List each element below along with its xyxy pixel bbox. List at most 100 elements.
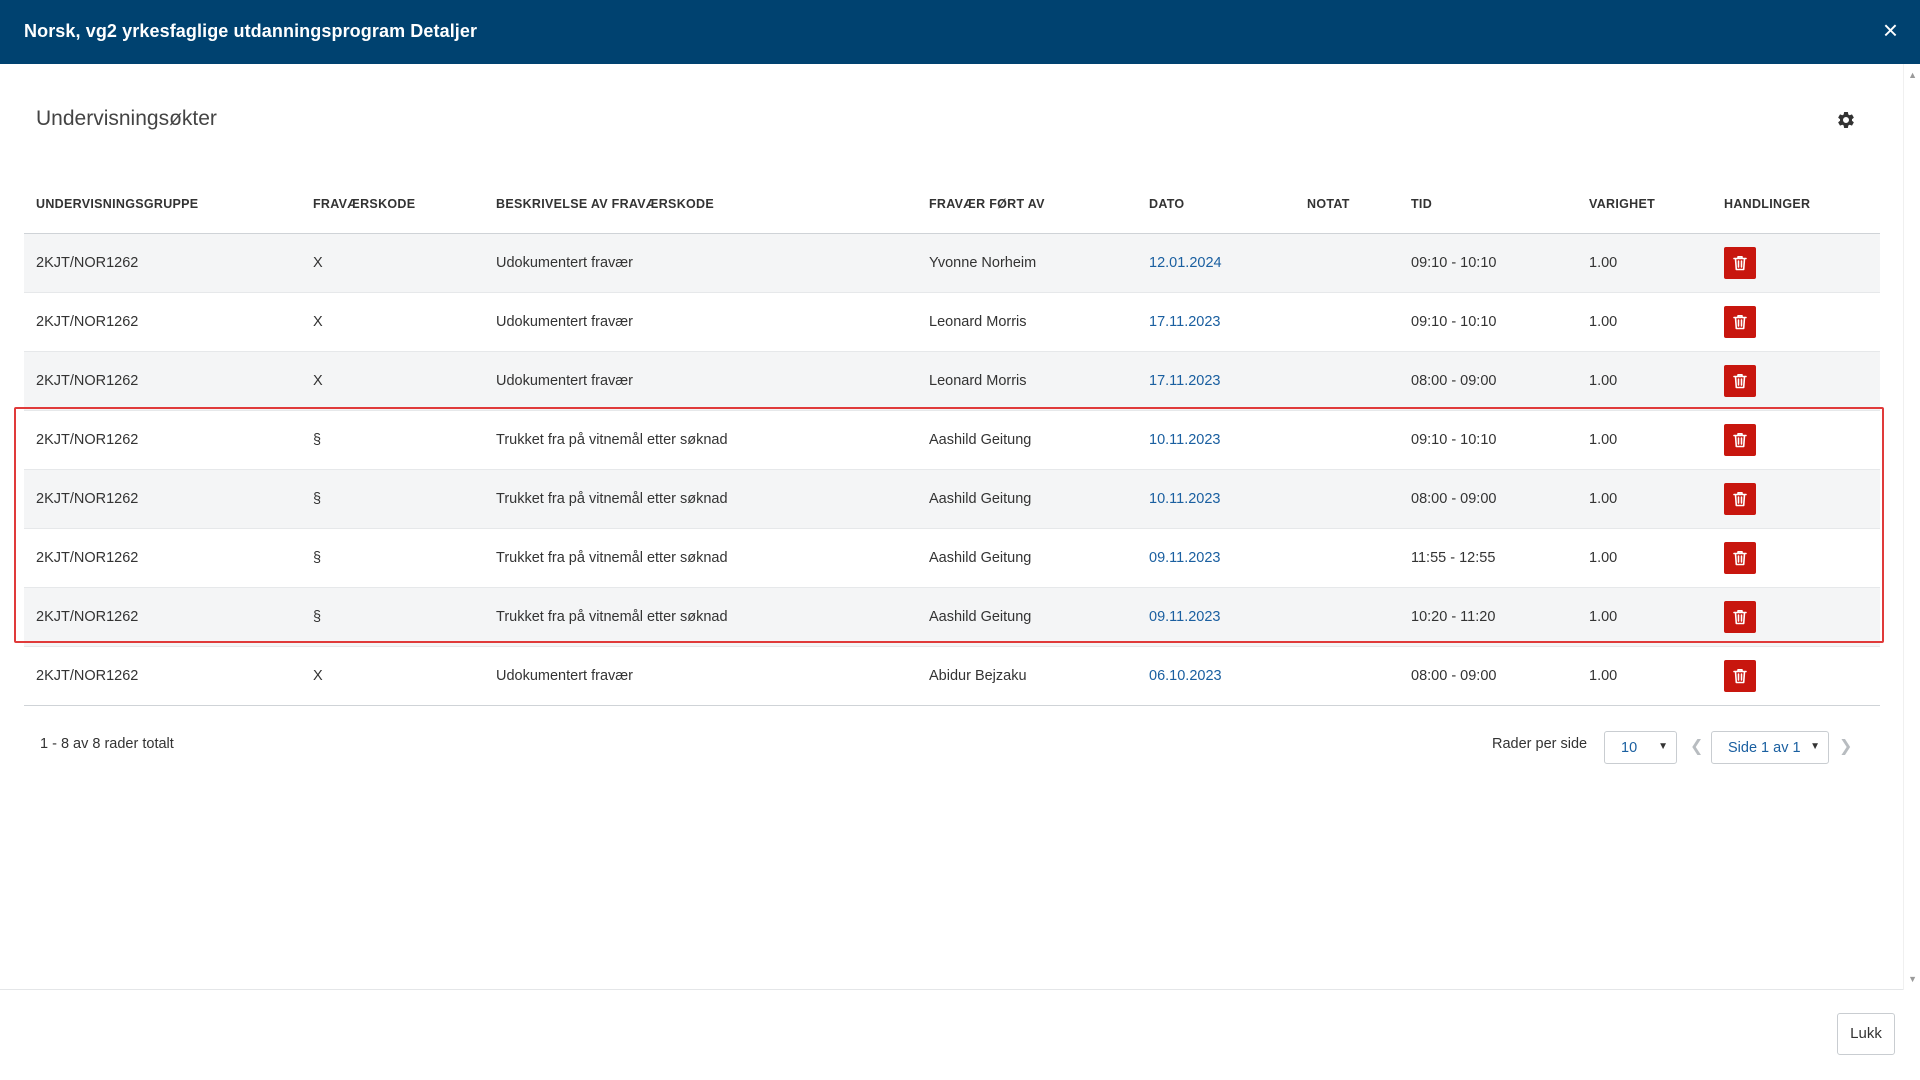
section-title: Undervisningsøkter	[36, 107, 217, 130]
cell-registered-by: Leonard Morris	[929, 373, 1027, 389]
cell-group: 2KJT/NOR1262	[36, 609, 139, 625]
cell-group: 2KJT/NOR1262	[36, 373, 139, 389]
gear-icon[interactable]	[1836, 110, 1856, 130]
cell-duration: 1.00	[1589, 550, 1618, 566]
sessions-table: UNDERVISNINGSGRUPPE FRAVÆRSKODE BESKRIVE…	[24, 174, 1880, 706]
table-row: 2KJT/NOR1262 X Udokumentert fravær Yvonne N…	[24, 234, 1880, 293]
cell-code: X	[313, 373, 323, 389]
delete-button[interactable]	[1724, 660, 1756, 692]
table-row: 2KJT/NOR1262 § Trukket fra på vitnemål ett…	[24, 529, 1880, 588]
cell-time: 08:00 - 09:00	[1411, 491, 1497, 507]
trash-icon	[1733, 315, 1747, 330]
trash-icon	[1733, 669, 1747, 684]
cell-duration: 1.00	[1589, 373, 1618, 389]
cell-date[interactable]: 09.11.2023	[1149, 609, 1221, 625]
cell-time: 09:10 - 10:10	[1411, 314, 1497, 330]
cell-duration: 1.00	[1589, 491, 1618, 507]
cell-group: 2KJT/NOR1262	[36, 432, 139, 448]
cell-group: 2KJT/NOR1262	[36, 491, 139, 507]
table-row: 2KJT/NOR1262 § Trukket fra på vitnemål ett…	[24, 588, 1880, 647]
cell-group: 2KJT/NOR1262	[36, 255, 139, 271]
cell-registered-by: Abidur Bejzaku	[929, 668, 1027, 684]
cell-description: Udokumentert fravær	[496, 314, 633, 330]
cell-time: 11:55 - 12:55	[1411, 550, 1496, 566]
delete-button[interactable]	[1724, 306, 1756, 338]
column-header-registered-by[interactable]: FRAVÆR FØRT AV	[929, 197, 1045, 211]
cell-description: Udokumentert fravær	[496, 668, 633, 684]
cell-registered-by: Aashild Geitung	[929, 550, 1032, 566]
cell-group: 2KJT/NOR1262	[36, 668, 139, 684]
cell-date[interactable]: 17.11.2023	[1149, 373, 1221, 389]
trash-icon	[1733, 610, 1747, 625]
page-select[interactable]: Side 1 av 1 ▼	[1711, 731, 1829, 764]
chevron-down-icon: ▼	[1658, 741, 1668, 752]
close-icon[interactable]: ×	[1882, 15, 1898, 45]
chevron-right-icon[interactable]: ❯	[1839, 738, 1853, 755]
rows-per-page-label: Rader per side	[1492, 736, 1588, 752]
column-header-code[interactable]: FRAVÆRSKODE	[313, 197, 416, 211]
cell-time: 09:10 - 10:10	[1411, 255, 1497, 271]
cell-date[interactable]: 12.01.2024	[1149, 255, 1222, 271]
cell-date[interactable]: 06.10.2023	[1149, 668, 1222, 684]
cell-description: Trukket fra på vitnemål etter søknad	[496, 491, 728, 507]
delete-button[interactable]	[1724, 542, 1756, 574]
cell-registered-by: Yvonne Norheim	[929, 255, 1037, 271]
page-value: Side 1 av 1	[1728, 740, 1801, 756]
cell-date[interactable]: 09.11.2023	[1149, 550, 1221, 566]
cell-time: 08:00 - 09:00	[1411, 668, 1497, 684]
column-header-duration[interactable]: VARIGHET	[1589, 197, 1656, 211]
row-count-summary: 1 - 8 av 8 rader totalt	[40, 736, 174, 752]
delete-button[interactable]	[1724, 483, 1756, 515]
cell-date[interactable]: 10.11.2023	[1149, 491, 1221, 507]
cell-registered-by: Aashild Geitung	[929, 609, 1032, 625]
chevron-left-icon[interactable]: ❮	[1690, 738, 1704, 755]
rows-per-page-value: 10	[1621, 740, 1638, 756]
cell-time: 09:10 - 10:10	[1411, 432, 1497, 448]
table-row: 2KJT/NOR1262 X Udokumentert fravær Leonard …	[24, 352, 1880, 411]
cell-description: Udokumentert fravær	[496, 255, 633, 271]
column-header-description[interactable]: BESKRIVELSE AV FRAVÆRSKODE	[496, 197, 715, 211]
scroll-up-icon[interactable]: ▲	[1908, 70, 1917, 80]
column-header-date[interactable]: DATO	[1149, 197, 1185, 211]
trash-icon	[1733, 256, 1747, 271]
trash-icon	[1733, 551, 1747, 566]
table-row: 2KJT/NOR1262 X Udokumentert fravær Abidur B…	[24, 647, 1880, 706]
table-header: UNDERVISNINGSGRUPPE FRAVÆRSKODE BESKRIVE…	[24, 174, 1880, 234]
cell-duration: 1.00	[1589, 255, 1618, 271]
cell-duration: 1.00	[1589, 314, 1618, 330]
rows-per-page-select[interactable]: 10 ▼	[1604, 731, 1677, 764]
cell-date[interactable]: 10.11.2023	[1149, 432, 1221, 448]
delete-button[interactable]	[1724, 365, 1756, 397]
delete-button[interactable]	[1724, 601, 1756, 633]
cell-registered-by: Aashild Geitung	[929, 491, 1032, 507]
cell-duration: 1.00	[1589, 432, 1618, 448]
cell-code: X	[313, 668, 323, 684]
scrollbar[interactable]	[1903, 64, 1920, 990]
column-header-time[interactable]: TID	[1411, 197, 1433, 211]
cell-description: Udokumentert fravær	[496, 373, 633, 389]
cell-date[interactable]: 17.11.2023	[1149, 314, 1221, 330]
table-row: 2KJT/NOR1262 § Trukket fra på vitnemål ett…	[24, 411, 1880, 470]
cell-registered-by: Aashild Geitung	[929, 432, 1032, 448]
table-row: 2KJT/NOR1262 § Trukket fra på vitnemål ett…	[24, 470, 1880, 529]
close-button[interactable]: Lukk	[1837, 1013, 1895, 1055]
cell-code: §	[313, 609, 322, 625]
chevron-down-icon: ▼	[1810, 741, 1820, 752]
modal-header: Norsk, vg2 yrkesfaglige utdanningsprogra…	[0, 0, 1920, 64]
delete-button[interactable]	[1724, 424, 1756, 456]
cell-description: Trukket fra på vitnemål etter søknad	[496, 609, 728, 625]
cell-time: 08:00 - 09:00	[1411, 373, 1497, 389]
trash-icon	[1733, 374, 1747, 389]
cell-code: §	[313, 432, 322, 448]
column-header-note[interactable]: NOTAT	[1307, 197, 1350, 211]
trash-icon	[1733, 433, 1747, 448]
column-header-group[interactable]: UNDERVISNINGSGRUPPE	[36, 197, 199, 211]
scroll-down-icon[interactable]: ▼	[1908, 974, 1917, 984]
delete-button[interactable]	[1724, 247, 1756, 279]
table-row: 2KJT/NOR1262 X Udokumentert fravær Leonard …	[24, 293, 1880, 352]
cell-registered-by: Leonard Morris	[929, 314, 1027, 330]
cell-description: Trukket fra på vitnemål etter søknad	[496, 432, 728, 448]
cell-duration: 1.00	[1589, 668, 1618, 684]
cell-description: Trukket fra på vitnemål etter søknad	[496, 550, 728, 566]
column-header-actions: HANDLINGER	[1724, 197, 1811, 211]
